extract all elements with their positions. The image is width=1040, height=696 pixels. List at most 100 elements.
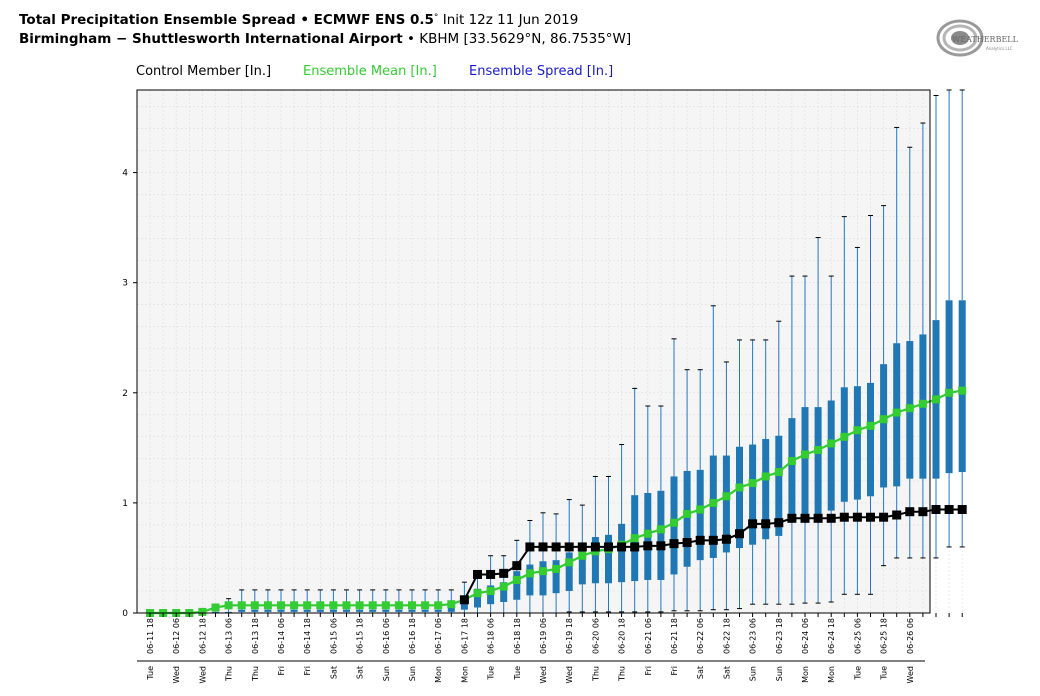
control-point bbox=[918, 507, 928, 517]
mean-point bbox=[486, 586, 495, 595]
day-tick-label: Fri bbox=[670, 666, 679, 676]
control-point bbox=[905, 507, 915, 517]
plot-area bbox=[137, 90, 930, 613]
spread-box bbox=[801, 407, 809, 519]
mean-point bbox=[421, 601, 430, 610]
time-tick-label: 06-22 18 bbox=[722, 618, 731, 654]
control-point bbox=[761, 519, 771, 529]
control-point bbox=[839, 512, 849, 522]
mean-point bbox=[473, 589, 482, 598]
mean-point bbox=[277, 601, 285, 610]
mean-point bbox=[381, 601, 390, 610]
mean-point bbox=[329, 601, 338, 610]
spread-box bbox=[290, 609, 298, 612]
spread-box bbox=[356, 609, 364, 612]
time-tick-label: 06-15 06 bbox=[329, 618, 338, 654]
mean-point bbox=[263, 601, 272, 610]
time-tick-label: 06-21 18 bbox=[670, 618, 679, 654]
day-tick-label: Sun bbox=[775, 666, 784, 681]
time-tick-label: 06-12 18 bbox=[198, 618, 207, 654]
control-point bbox=[577, 542, 587, 552]
y-tick-label: 0 bbox=[122, 609, 128, 619]
day-tick-label: Sun bbox=[408, 666, 417, 681]
spread-box bbox=[395, 609, 403, 612]
control-point bbox=[564, 542, 574, 552]
control-point bbox=[892, 510, 902, 520]
control-point bbox=[866, 512, 875, 522]
control-point bbox=[879, 512, 889, 522]
time-tick-label: 06-23 18 bbox=[775, 618, 784, 654]
control-point bbox=[459, 595, 469, 605]
mean-point bbox=[447, 600, 456, 609]
day-tick-label: Sat bbox=[329, 666, 338, 679]
control-point bbox=[538, 542, 548, 552]
control-point bbox=[748, 519, 758, 529]
mean-point bbox=[552, 564, 561, 573]
mean-point bbox=[814, 446, 823, 455]
spread-box bbox=[853, 386, 861, 500]
mean-point bbox=[539, 567, 547, 576]
mean-point bbox=[958, 386, 967, 395]
time-tick-label: 06-14 18 bbox=[303, 618, 312, 654]
time-tick-label: 06-13 18 bbox=[251, 618, 260, 654]
y-tick-label: 4 bbox=[122, 169, 128, 179]
day-tick-label: Wed bbox=[565, 666, 574, 683]
day-tick-label: Fri bbox=[277, 666, 286, 676]
control-point bbox=[525, 542, 535, 552]
spread-box bbox=[736, 446, 743, 549]
spread-box bbox=[867, 382, 874, 497]
chart-subtitle: Birmingham − Shuttlesworth International… bbox=[19, 31, 631, 47]
spread-box bbox=[552, 560, 560, 594]
control-point bbox=[486, 569, 496, 579]
mean-point bbox=[643, 529, 652, 538]
day-tick-label: Sun bbox=[749, 666, 758, 681]
chart-title: Total Precipitation Ensemble Spread • EC… bbox=[19, 12, 578, 28]
mean-point bbox=[394, 601, 403, 610]
day-tick-label: Wed bbox=[198, 666, 207, 683]
control-point bbox=[944, 505, 954, 515]
day-tick-label: Fri bbox=[644, 666, 653, 676]
mean-point bbox=[774, 468, 783, 477]
time-tick-label: 06-17 06 bbox=[434, 618, 443, 654]
control-point bbox=[590, 542, 600, 552]
spread-box bbox=[814, 407, 822, 518]
control-point bbox=[499, 568, 509, 578]
mean-point bbox=[735, 483, 744, 492]
mean-point bbox=[827, 439, 836, 448]
spread-box bbox=[369, 609, 377, 612]
spread-box bbox=[421, 609, 429, 612]
mean-point bbox=[683, 509, 692, 518]
mean-point bbox=[250, 601, 259, 610]
mean-point bbox=[787, 457, 796, 466]
control-point bbox=[800, 513, 810, 523]
spread-box bbox=[565, 552, 573, 591]
mean-point bbox=[696, 505, 705, 514]
time-tick-label: 06-24 18 bbox=[827, 618, 836, 654]
y-tick-label: 2 bbox=[122, 389, 128, 399]
control-point bbox=[669, 539, 679, 549]
mean-point bbox=[565, 558, 574, 567]
mean-point bbox=[853, 426, 862, 435]
logo-sub: Analytics LLC bbox=[986, 46, 1013, 51]
spread-box bbox=[264, 609, 272, 612]
spread-box bbox=[958, 300, 966, 473]
time-tick-label: 06-19 06 bbox=[539, 618, 548, 654]
spread-box bbox=[343, 609, 350, 612]
plot-frame bbox=[136, 89, 931, 614]
time-tick-label: 06-24 06 bbox=[801, 618, 810, 654]
time-tick-label: 06-25 06 bbox=[853, 618, 862, 654]
day-tick-label: Mon bbox=[827, 666, 836, 683]
mean-point bbox=[224, 601, 233, 610]
mean-point bbox=[670, 518, 678, 527]
logo-text: WEATHERBELL bbox=[952, 35, 1019, 44]
control-point bbox=[473, 569, 482, 579]
day-tick-label: Mon bbox=[434, 666, 443, 683]
control-point bbox=[656, 541, 666, 551]
day-tick-label: Sat bbox=[722, 666, 731, 679]
mean-point bbox=[722, 492, 731, 501]
time-tick-label: 06-20 06 bbox=[591, 618, 600, 654]
control-point bbox=[512, 561, 522, 571]
day-tick-label: Tue bbox=[853, 666, 862, 681]
spread-box bbox=[500, 582, 508, 602]
mean-point bbox=[932, 395, 940, 404]
